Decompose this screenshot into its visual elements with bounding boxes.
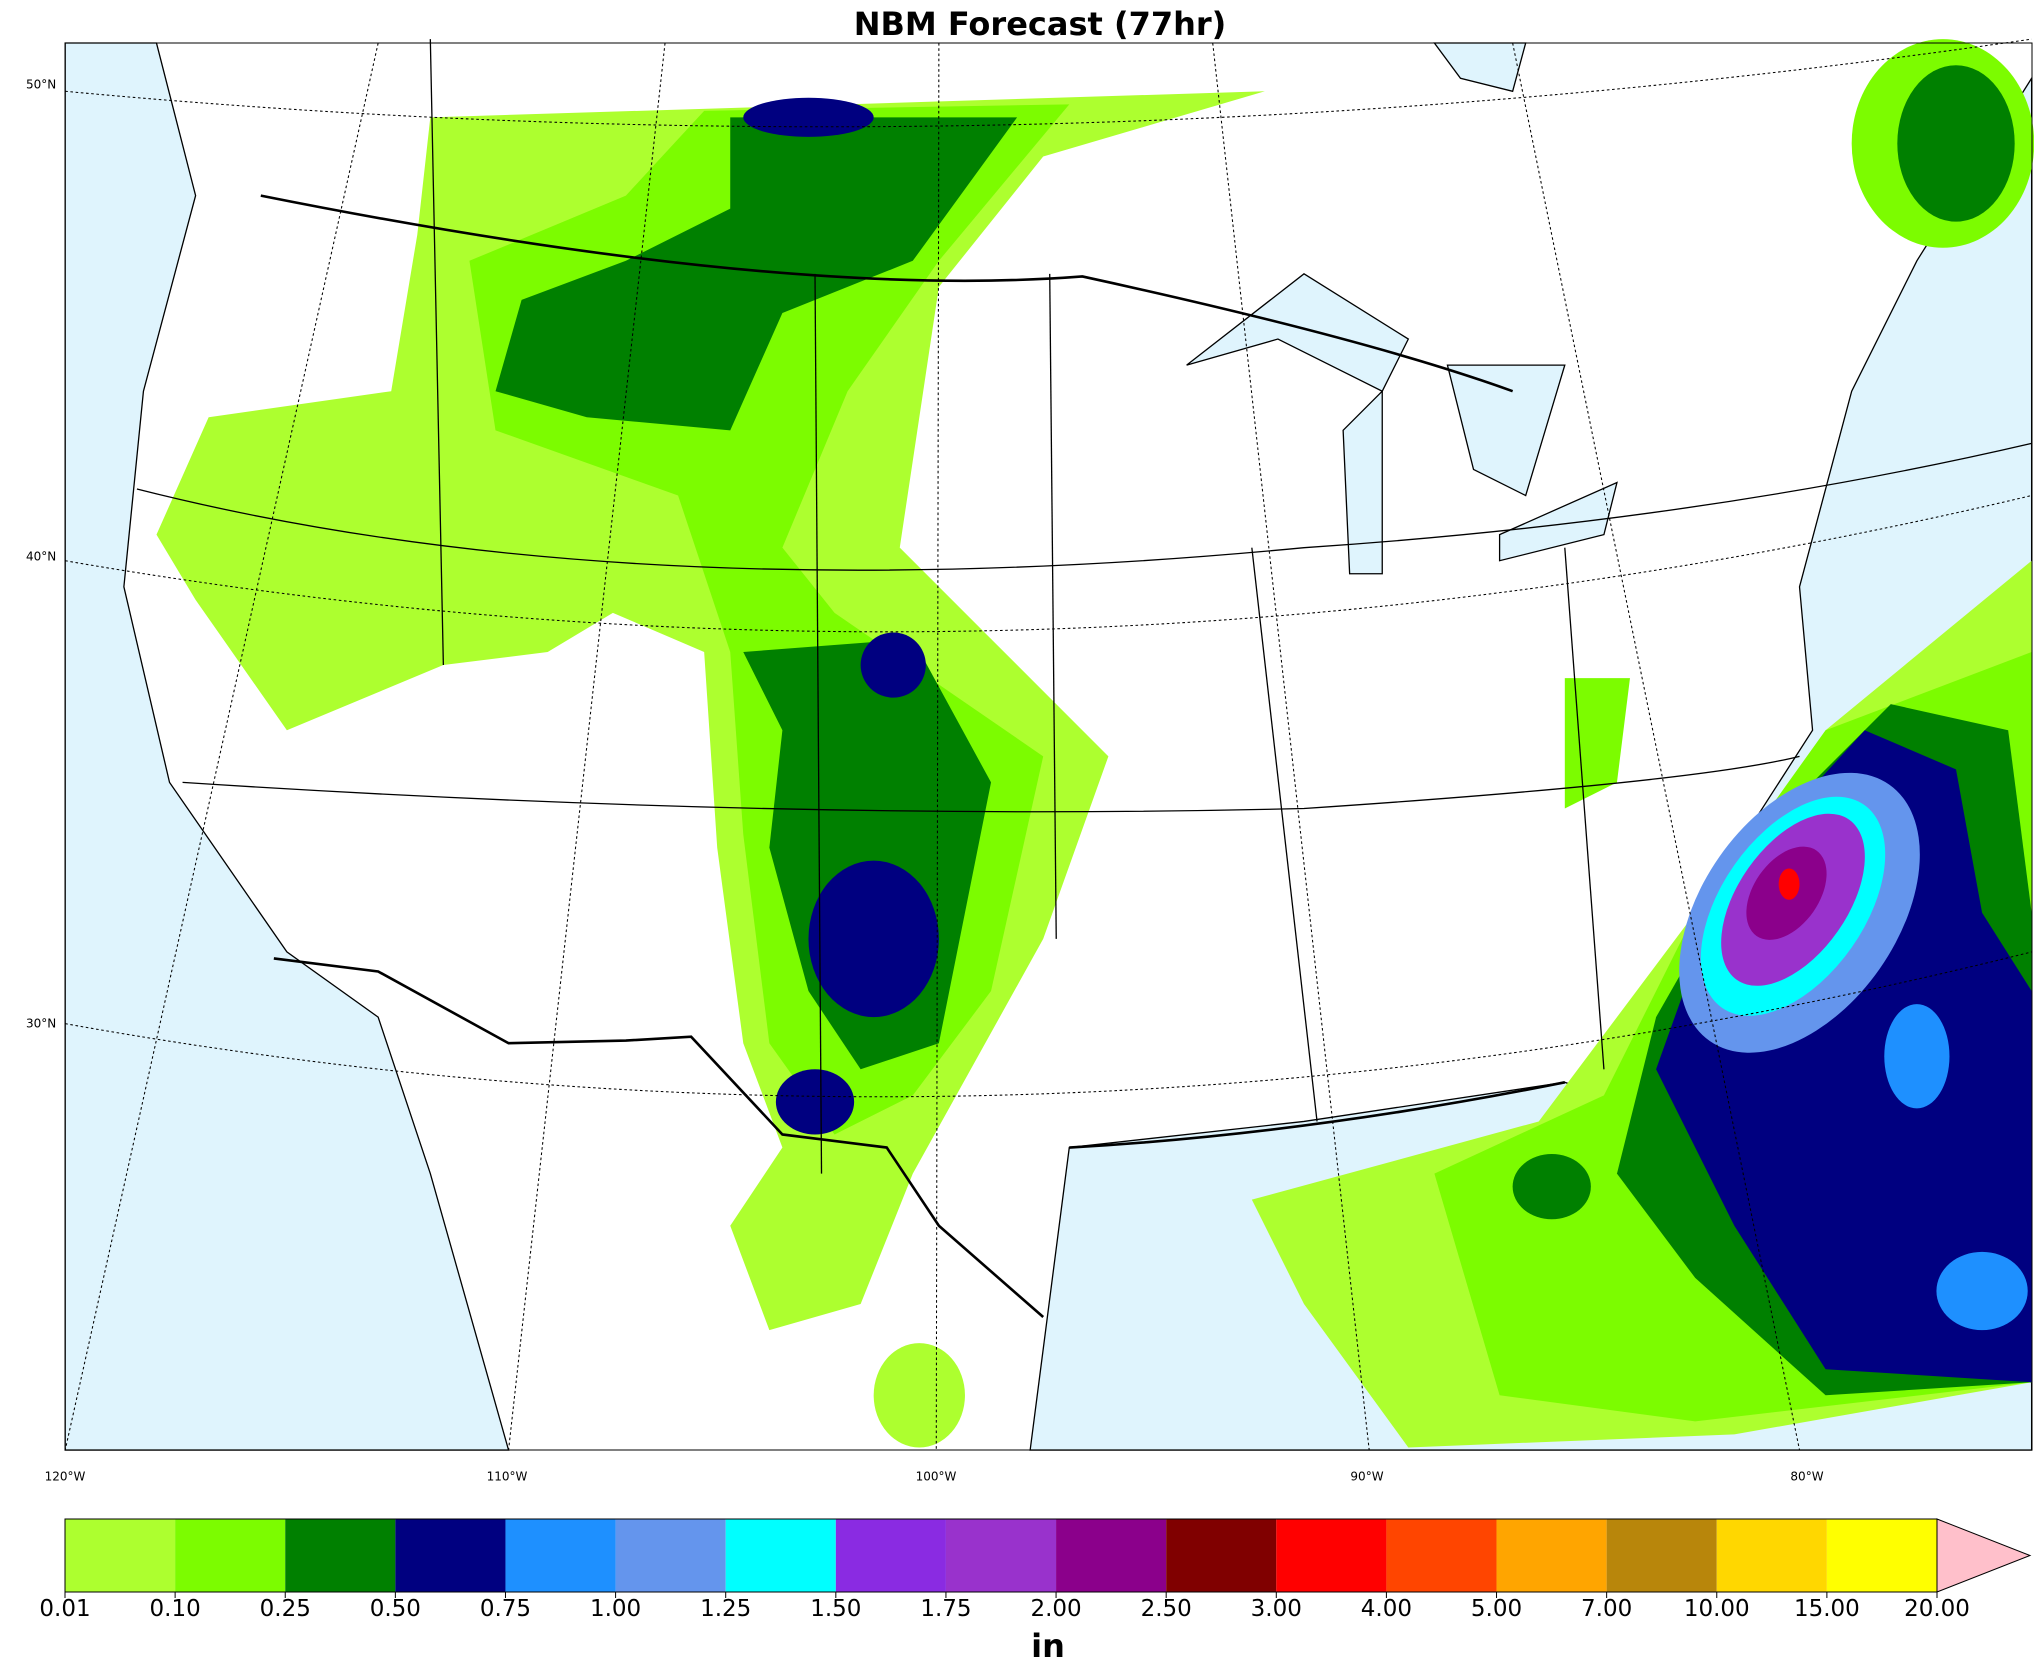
colorbar-tick-label: 7.00	[1581, 1596, 1632, 1622]
lat-labels: 50°N 40°N 30°N	[26, 78, 56, 1031]
colorbar-tick-label: 20.00	[1904, 1596, 1970, 1622]
colorbar-box	[1716, 1519, 1827, 1592]
colorbar-tick-label: 4.00	[1361, 1596, 1412, 1622]
colorbar-tick-label: 0.50	[370, 1596, 421, 1622]
colorbar-tick-label: 1.25	[700, 1596, 751, 1622]
lon-label: 90°W	[1350, 1470, 1383, 1484]
colorbar-tick-label: 1.75	[920, 1596, 971, 1622]
colorbar-tick-label: 10.00	[1684, 1596, 1750, 1622]
colorbar-tick-label: 2.00	[1030, 1596, 1081, 1622]
colorbar-box	[505, 1519, 616, 1592]
colorbar-tick-label: 3.00	[1251, 1596, 1302, 1622]
colorbar-tick-label: 2.50	[1141, 1596, 1192, 1622]
colorbar-tick-label: 1.50	[810, 1596, 861, 1622]
lat-label: 50°N	[26, 78, 56, 92]
colorbar-tick-label: 5.00	[1471, 1596, 1522, 1622]
lat-label: 30°N	[26, 1017, 56, 1031]
lon-labels: 120°W 110°W 100°W 90°W 80°W	[45, 1470, 1824, 1484]
colorbar-unit: in	[1031, 1627, 1065, 1665]
map	[64, 38, 2034, 1451]
colorbar-box	[1606, 1519, 1717, 1592]
colorbar-box	[65, 1519, 176, 1592]
colorbar-box	[1496, 1519, 1607, 1592]
lon-label: 110°W	[487, 1470, 528, 1484]
colorbar-tick-label: 0.75	[480, 1596, 531, 1622]
colorbar-box	[725, 1519, 836, 1592]
colorbar-tick-label: 15.00	[1794, 1596, 1860, 1622]
map-title: NBM Forecast (77hr)	[854, 5, 1227, 43]
colorbar-frame	[64, 1518, 1938, 1593]
colorbar-tick-label: 1.00	[590, 1596, 641, 1622]
colorbar-box	[835, 1519, 946, 1592]
colorbar-box	[615, 1519, 726, 1592]
colorbar-tick-label: 0.01	[39, 1596, 90, 1622]
colorbar-tick-label: 0.10	[150, 1596, 201, 1622]
lat-label: 40°N	[26, 550, 56, 564]
colorbar-box	[285, 1519, 396, 1592]
colorbar-box	[395, 1519, 506, 1592]
colorbar-tick-label: 0.25	[260, 1596, 311, 1622]
colorbar-box	[945, 1519, 1057, 1592]
colorbar-box	[1056, 1519, 1167, 1592]
colorbar-box	[1166, 1519, 1277, 1592]
colorbar-box	[1826, 1519, 1937, 1592]
lon-label: 80°W	[1790, 1470, 1823, 1484]
lon-label: 120°W	[45, 1470, 86, 1484]
colorbar: 0.01 0.10 0.25 0.50 0.75 1.00 1.25 1.50 1.75 2.00…	[39, 1518, 2032, 1622]
colorbar-box	[1386, 1519, 1497, 1592]
colorbar-box	[175, 1519, 286, 1592]
colorbar-extend	[1936, 1518, 2032, 1593]
lon-label: 100°W	[916, 1470, 957, 1484]
colorbar-box	[1276, 1519, 1387, 1592]
